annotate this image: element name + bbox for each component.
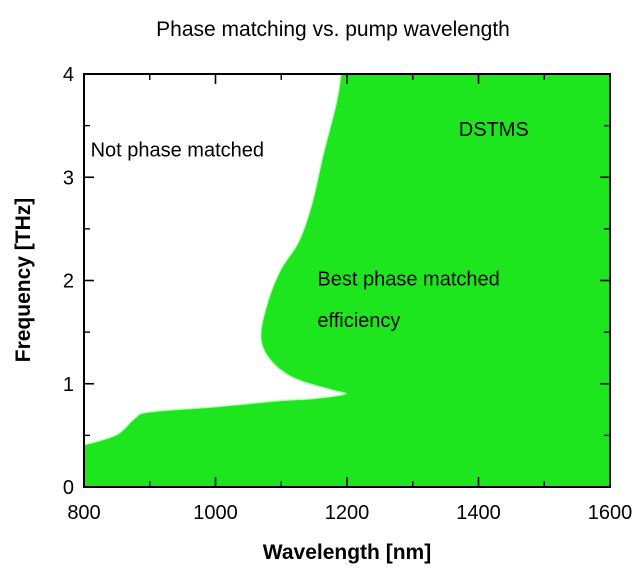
chart-annotation: DSTMS	[459, 119, 529, 141]
x-tick-label: 1200	[325, 502, 370, 524]
plot-frame	[83, 73, 611, 488]
y-tick-label: 3	[63, 167, 74, 189]
x-tick-label: 1400	[456, 502, 501, 524]
chart-annotation: efficiency	[317, 310, 400, 332]
y-tick-label: 1	[63, 374, 74, 396]
chart-title: Phase matching vs. pump wavelength	[156, 18, 510, 41]
y-tick-label: 0	[63, 477, 74, 499]
x-axis-title: Wavelength [nm]	[263, 541, 431, 564]
x-tick-label: 1600	[588, 502, 633, 524]
y-axis-title: Frequency [THz]	[12, 198, 35, 363]
chart-annotation: Not phase matched	[91, 140, 264, 162]
x-tick-label: 1000	[193, 502, 238, 524]
phase-matched-region-core	[84, 74, 610, 487]
x-tick-label: 800	[67, 502, 100, 524]
y-tick-label: 2	[63, 271, 74, 293]
y-tick-label: 4	[63, 64, 74, 86]
chart-annotation: Best phase matched	[317, 269, 499, 291]
